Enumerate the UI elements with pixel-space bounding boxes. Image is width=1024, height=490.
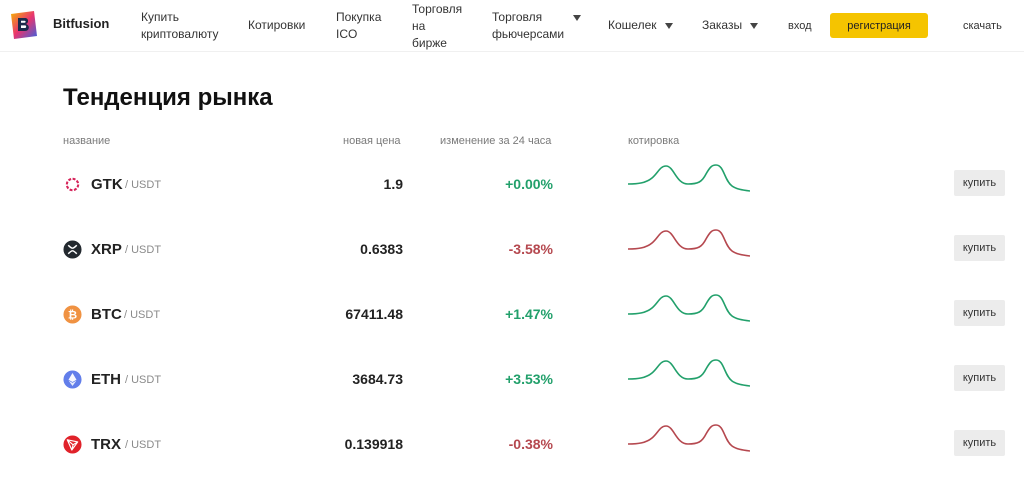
column-header-quote: котировка <box>628 135 680 147</box>
trx-coin-icon <box>63 435 82 454</box>
column-header-name: название <box>63 135 111 147</box>
chevron-down-icon <box>750 22 759 29</box>
chevron-down-icon <box>573 15 582 21</box>
nav-wallet-label: Кошелек <box>608 18 657 32</box>
price-change: +1.47% <box>505 306 553 322</box>
nav-orders[interactable]: Заказы <box>702 17 759 34</box>
nav-orders-label: Заказы <box>702 18 743 32</box>
sparkline-chart <box>628 164 750 192</box>
coin-symbol: TRX <box>91 436 121 453</box>
bitfusion-logo-icon[interactable] <box>8 10 40 40</box>
price-change: -0.38% <box>508 436 553 452</box>
price-change: -3.58% <box>508 241 553 257</box>
nav-futures-trading-label: Торговля фьючерсами <box>492 10 565 41</box>
nav-buy-crypto-label: Купить криптовалюту <box>141 10 219 41</box>
price-change: +0.00% <box>505 176 553 192</box>
nav-spot-trading-label: Торговля на бирже <box>412 2 463 50</box>
coin-price: 0.6383 <box>360 241 403 257</box>
coin-symbol: ETH <box>91 371 121 388</box>
nav-futures-trading[interactable]: Торговля фьючерсами <box>492 9 582 43</box>
chevron-down-icon <box>664 22 673 29</box>
coin-price: 1.9 <box>383 176 403 192</box>
nav-wallet[interactable]: Кошелек <box>608 17 673 34</box>
login-label: вход <box>788 20 812 32</box>
buy-button[interactable]: купить <box>954 365 1005 391</box>
top-navigation: Bitfusion Купить криптовалюту Котировки … <box>0 0 1024 52</box>
buy-button[interactable]: купить <box>954 430 1005 456</box>
svg-text:₿: ₿ <box>68 308 77 322</box>
sparkline-chart <box>628 424 750 452</box>
xrp-coin-icon <box>63 240 82 259</box>
quote-currency: / USDT <box>124 309 161 321</box>
market-row-btc[interactable]: ₿ BTC / USDT 67411.48 +1.47% купить <box>0 294 1024 334</box>
brand-name[interactable]: Bitfusion <box>53 16 110 31</box>
download-link[interactable]: скачать <box>963 18 1002 35</box>
nav-buy-ico[interactable]: Покупка ICO <box>336 9 381 43</box>
buy-button[interactable]: купить <box>954 300 1005 326</box>
quote-currency: / USDT <box>125 179 162 191</box>
buy-button[interactable]: купить <box>954 235 1005 261</box>
buy-button[interactable]: купить <box>954 170 1005 196</box>
sparkline-chart <box>628 359 750 387</box>
nav-quotes-label: Котировки <box>248 18 306 32</box>
coin-symbol: XRP <box>91 241 122 258</box>
sparkline-chart <box>628 294 750 322</box>
market-row-eth[interactable]: ETH / USDT 3684.73 +3.53% купить <box>0 359 1024 399</box>
market-row-trx[interactable]: TRX / USDT 0.139918 -0.38% купить <box>0 424 1024 464</box>
nav-spot-trading[interactable]: Торговля на бирже <box>412 1 462 52</box>
coin-symbol: GTK <box>91 176 123 193</box>
sparkline-chart <box>628 229 750 257</box>
btc-coin-icon: ₿ <box>63 305 82 324</box>
coin-price: 0.139918 <box>344 436 403 452</box>
nav-quotes[interactable]: Котировки <box>248 17 305 34</box>
eth-coin-icon <box>63 370 82 389</box>
quote-currency: / USDT <box>125 244 162 256</box>
login-link[interactable]: вход <box>788 18 812 35</box>
page-title: Тенденция рынка <box>63 84 273 111</box>
column-header-price: новая цена <box>343 135 401 147</box>
gtk-coin-icon <box>65 177 80 192</box>
market-row-gtk[interactable]: GTK / USDT 1.9 +0.00% купить <box>0 164 1024 204</box>
coin-price: 67411.48 <box>345 306 403 322</box>
coin-symbol: BTC <box>91 306 122 323</box>
register-button[interactable]: регистрация <box>830 13 928 38</box>
nav-buy-ico-label: Покупка ICO <box>336 10 382 41</box>
market-row-xrp[interactable]: XRP / USDT 0.6383 -3.58% купить <box>0 229 1024 269</box>
column-header-change: изменение за 24 часа <box>440 135 552 147</box>
price-change: +3.53% <box>505 371 553 387</box>
quote-currency: / USDT <box>125 374 162 386</box>
download-label: скачать <box>963 20 1002 32</box>
quote-currency: / USDT <box>125 439 162 451</box>
coin-price: 3684.73 <box>352 371 403 387</box>
nav-buy-crypto[interactable]: Купить криптовалюту <box>141 9 218 43</box>
